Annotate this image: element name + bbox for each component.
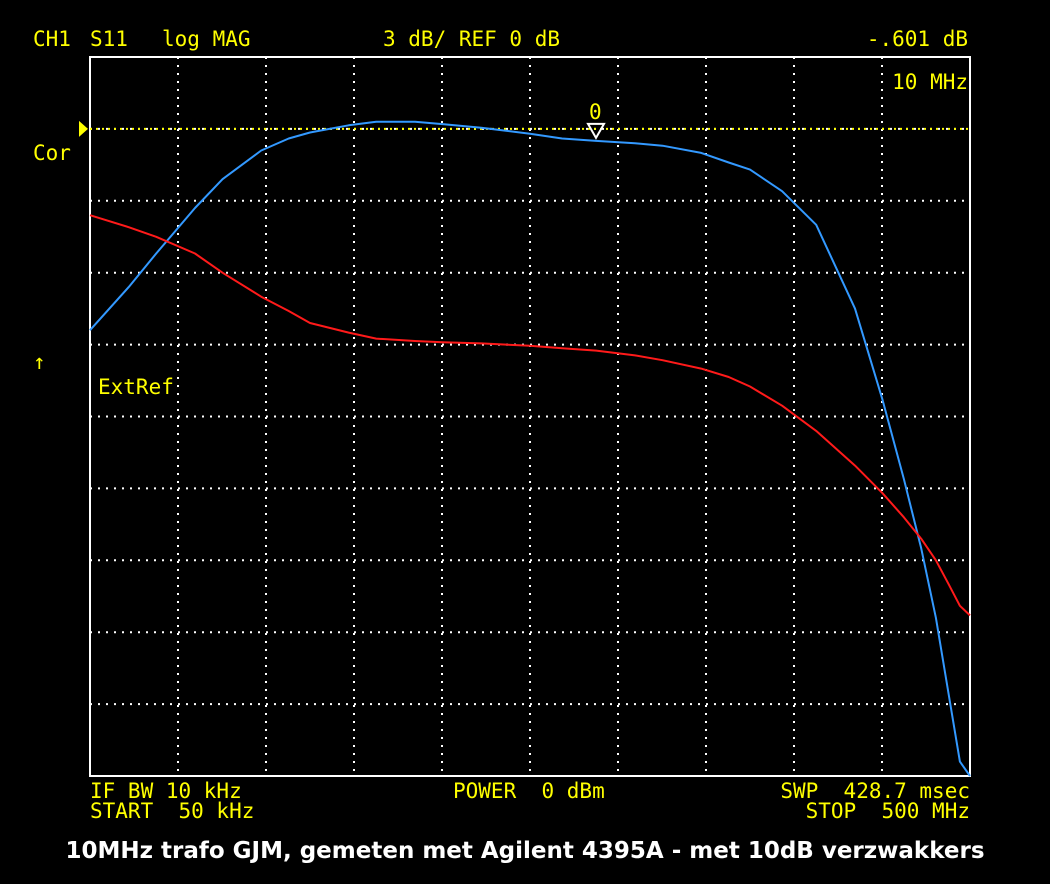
marker-number: 0 <box>589 100 602 124</box>
start-frequency: START 50 kHz <box>90 799 255 823</box>
ref-position-arrow: ↑ <box>33 350 46 374</box>
format-label: log MAG <box>162 27 251 51</box>
correction-label: Cor <box>33 141 71 165</box>
trace-s11-line <box>89 120 971 777</box>
if-bandwidth: IF BW 10 kHz <box>90 779 242 803</box>
marker-value: -.601 dB <box>866 27 968 51</box>
parameter-label: S11 <box>90 27 128 51</box>
trace-secondary-line <box>89 214 971 617</box>
grid <box>90 57 970 776</box>
marker-frequency: 10 MHz <box>892 70 968 94</box>
channel-label: CH1 <box>33 27 71 51</box>
traces <box>89 120 971 777</box>
scale-label: 3 dB/ REF 0 dB <box>383 27 561 51</box>
power-label: POWER 0 dBm <box>453 779 605 803</box>
reference-pointer <box>79 120 88 137</box>
caption: 10MHz trafo GJM, gemeten met Agilent 439… <box>65 838 985 864</box>
sweep-time: SWP 428.7 msec <box>780 779 970 803</box>
marker-triangle-icon <box>586 122 606 140</box>
stop-frequency: STOP 500 MHz <box>805 799 970 823</box>
extref-label: ExtRef <box>98 375 174 399</box>
plot-frame <box>89 56 971 777</box>
